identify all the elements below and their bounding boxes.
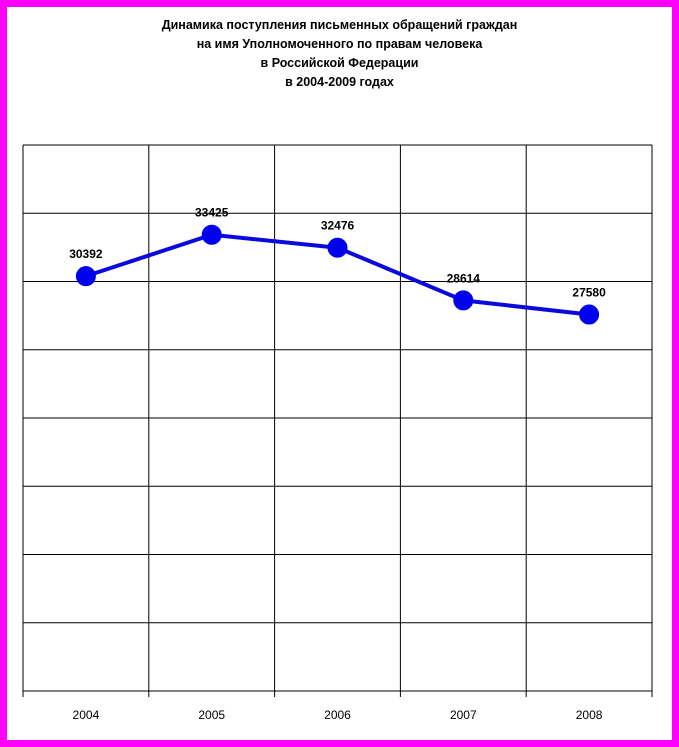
data-label: 33425 <box>195 206 229 220</box>
data-point <box>201 224 222 245</box>
x-tick-label: 2005 <box>198 708 225 722</box>
data-label: 28614 <box>447 271 481 285</box>
x-tick-label: 2007 <box>450 708 477 722</box>
chart-title-line-4: в 2004-2009 годах <box>285 75 394 89</box>
x-tick-label: 2008 <box>576 708 603 722</box>
data-label: 32476 <box>321 219 355 233</box>
chart-title-line-3: в Российской Федерации <box>260 56 419 70</box>
data-label: 30392 <box>69 247 103 261</box>
x-tick-label: 2006 <box>324 708 351 722</box>
data-point <box>327 237 348 258</box>
data-point <box>75 266 96 287</box>
data-point <box>453 290 474 311</box>
x-tick-label: 2004 <box>73 708 100 722</box>
data-point <box>579 304 600 325</box>
chart-title: Динамика поступления письменных обращени… <box>0 16 679 92</box>
data-label: 27580 <box>572 286 606 300</box>
chart-title-line-1: Динамика поступления письменных обращени… <box>161 18 518 32</box>
chart-title-line-2: на имя Уполномоченного по правам человек… <box>196 37 483 51</box>
